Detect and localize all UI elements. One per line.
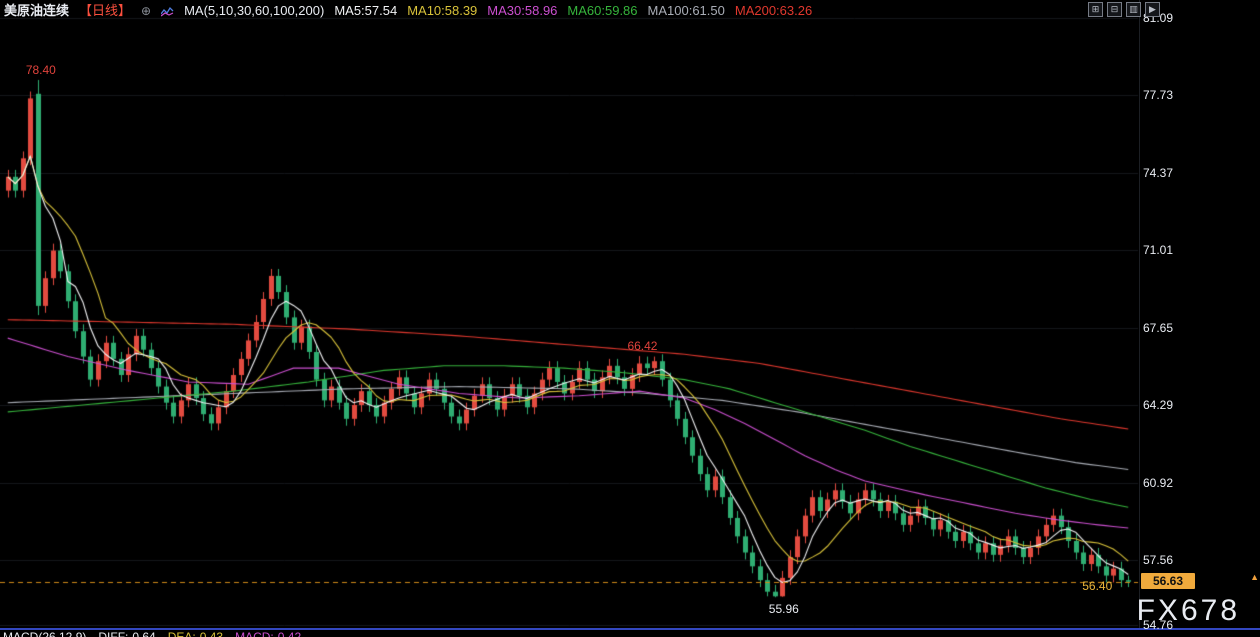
macd-macd: MACD:-0.42	[235, 631, 301, 637]
chart-header: 美原油连续 【日线】 ⊕ MA(5,10,30,60,100,200) MA5:…	[4, 3, 812, 19]
axis-price-label: 57.56	[1143, 553, 1174, 568]
indicator-icon[interactable]	[161, 6, 174, 17]
ma-group-label: MA(5,10,30,60,100,200)	[184, 3, 325, 18]
price-annotation: 55.96	[768, 602, 799, 617]
timeframe-label[interactable]: 【日线】	[79, 3, 132, 18]
macd-strip: MACD(26,12,9) DIFF:-0.64 DEA:-0.43 MACD:…	[3, 631, 301, 637]
add-indicator-icon[interactable]: ⊕	[141, 4, 152, 18]
instrument-name: 美原油连续	[4, 3, 70, 18]
ma100-value: MA100:61.50	[647, 3, 725, 18]
axis-price-label: 67.65	[1143, 320, 1174, 335]
ma5-value: MA5:57.54	[334, 3, 398, 18]
panel-separator	[0, 628, 1260, 630]
price-annotation: 66.42	[627, 339, 658, 354]
scroll-up-icon: ▲	[1250, 572, 1259, 582]
price-annotation: 78.40	[25, 62, 56, 77]
macd-diff: DIFF:-0.64	[98, 631, 155, 637]
layout-split-icon[interactable]: ⊟	[1107, 2, 1122, 17]
axis-separator	[1139, 0, 1140, 628]
axis-price-label: 60.92	[1143, 475, 1174, 490]
window-controls: ⊞ ⊟ ▥ ▶	[1088, 2, 1160, 17]
watermark: FX678	[1136, 594, 1240, 627]
layout-grid-icon[interactable]: ⊞	[1088, 2, 1103, 17]
panel-bars-icon[interactable]: ▥	[1126, 2, 1141, 17]
macd-title: MACD(26,12,9)	[3, 631, 86, 637]
ma60-value: MA60:59.86	[567, 3, 638, 18]
price-annotation: 56.40	[1082, 579, 1113, 594]
axis-price-label: 64.29	[1143, 398, 1174, 413]
axis-price-label: 77.73	[1143, 88, 1174, 103]
ma30-value: MA30:58.96	[487, 3, 558, 18]
axis-price-label: 71.01	[1143, 243, 1174, 258]
axis-price-label: 54.76	[1143, 617, 1174, 632]
last-price-tag: 56.63	[1141, 572, 1195, 589]
axis-price-label: 74.37	[1143, 165, 1174, 180]
macd-dea: DEA:-0.43	[168, 631, 223, 637]
ma200-value: MA200:63.26	[734, 3, 813, 18]
ma10-value: MA10:58.39	[407, 3, 478, 18]
forward-icon[interactable]: ▶	[1145, 2, 1160, 17]
